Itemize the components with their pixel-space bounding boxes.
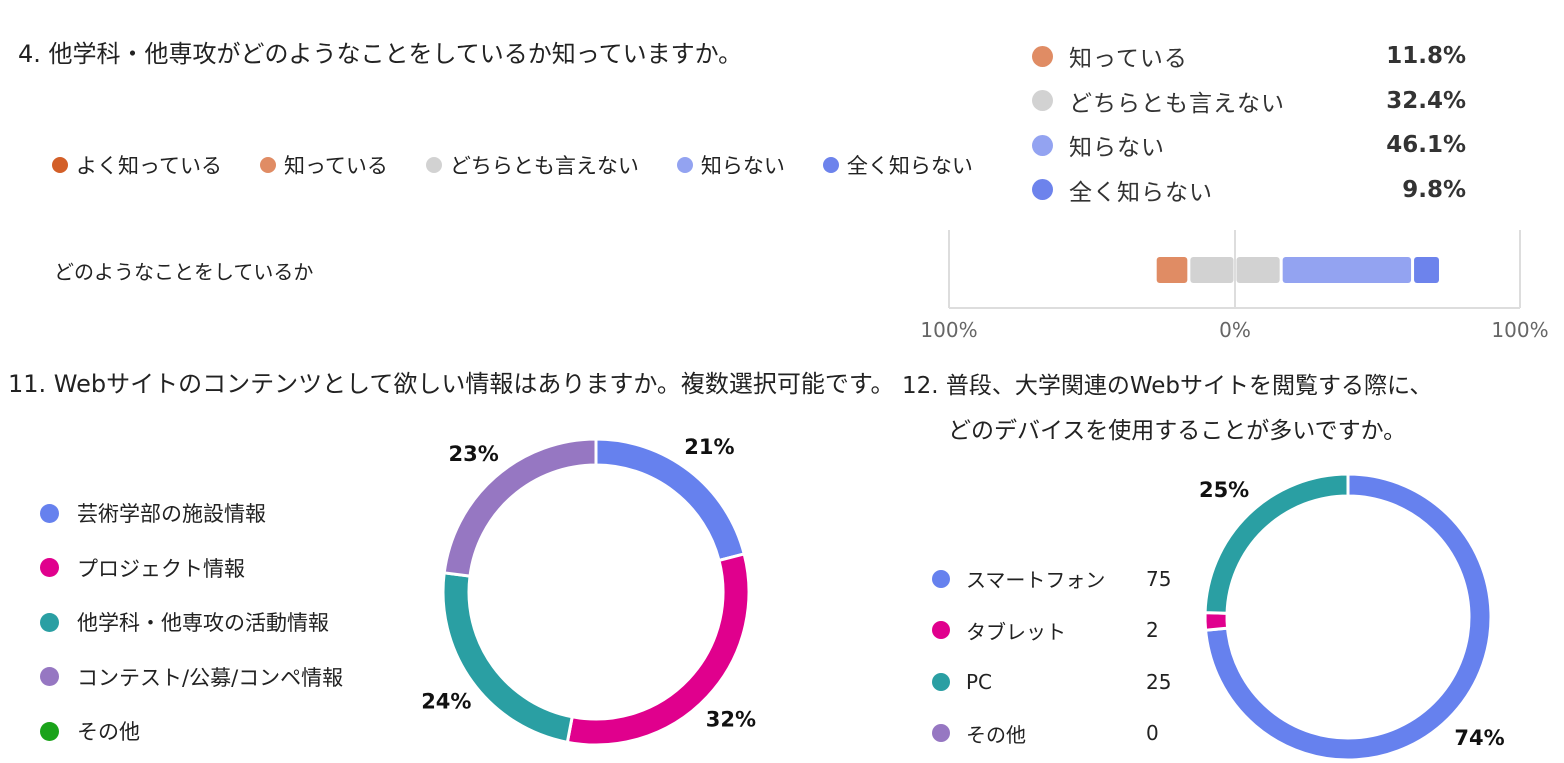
legend-dot-icon bbox=[40, 558, 59, 578]
legend-item[interactable]: その他 bbox=[40, 704, 343, 759]
pie-slice[interactable] bbox=[441, 571, 574, 745]
tooltip-dot-icon bbox=[1032, 90, 1053, 112]
bar-segment[interactable] bbox=[1236, 257, 1280, 283]
bar-segment[interactable] bbox=[1282, 257, 1412, 283]
legend-dot-icon bbox=[259, 157, 276, 173]
legend-dot-icon bbox=[932, 569, 950, 588]
legend-label: その他 bbox=[77, 720, 140, 745]
legend-count: 25 bbox=[1146, 669, 1172, 694]
legend-dot-icon bbox=[676, 157, 693, 173]
tooltip-dot-icon bbox=[1032, 45, 1053, 67]
legend-dot-icon bbox=[40, 503, 59, 523]
tooltip-label: 知らない bbox=[1069, 135, 1165, 162]
tooltip-dot-icon bbox=[1032, 134, 1053, 156]
x-tick-label: 100% bbox=[920, 318, 977, 342]
tooltip-row: 知らない 46.1% bbox=[1032, 123, 1466, 168]
legend-item[interactable]: スマートフォン 75 bbox=[932, 553, 1186, 605]
legend-item[interactable]: 他学科・他専攻の活動情報 bbox=[40, 595, 343, 650]
slice-label: 23% bbox=[449, 442, 499, 466]
x-tick-label: 100% bbox=[1491, 318, 1548, 342]
tooltip-row: 全く知らない 9.8% bbox=[1032, 168, 1466, 213]
tooltip-value: 9.8% bbox=[1402, 176, 1466, 203]
legend-label: よく知っている bbox=[76, 154, 222, 178]
legend-item[interactable]: 全く知らない bbox=[822, 150, 973, 180]
bar-segment[interactable] bbox=[1156, 257, 1188, 283]
slice-label: 24% bbox=[421, 690, 471, 714]
pie-slice[interactable] bbox=[1203, 472, 1350, 615]
q12-title-line1: 12. 普段、大学関連のWebサイトを閲覧する際に、 bbox=[902, 373, 1433, 399]
tooltip-label: どちらとも言えない bbox=[1069, 90, 1285, 117]
q4-title: 4. 他学科・他専攻がどのようなことをしているか知っていますか。 bbox=[18, 40, 743, 68]
legend-label: 知らない bbox=[700, 154, 785, 178]
tooltip-row: どちらとも言えない 32.4% bbox=[1032, 79, 1466, 124]
slice-label: 21% bbox=[684, 435, 734, 459]
legend-dot-icon bbox=[425, 157, 442, 173]
q12-donut-chart: 74% 25% bbox=[1199, 472, 1505, 762]
legend-item[interactable]: よく知っている bbox=[52, 150, 222, 180]
legend-label: 全く知らない bbox=[846, 154, 973, 178]
legend-label: どちらとも言えない bbox=[449, 154, 639, 178]
q12-title-line2: どのデバイスを使用することが多いですか。 bbox=[948, 418, 1407, 444]
q4-tooltip: 知っている 11.8% どちらとも言えない 32.4% 知らない 46.1% 全く知ら… bbox=[1032, 34, 1466, 212]
slice-label: 32% bbox=[706, 708, 756, 732]
tooltip-dot-icon bbox=[1032, 179, 1053, 201]
legend-item[interactable]: どちらとも言えない bbox=[425, 150, 639, 180]
legend-item[interactable]: 知っている bbox=[259, 150, 388, 180]
legend-label: PC bbox=[966, 669, 993, 694]
legend-label: コンテスト/公募/コンペ情報 bbox=[77, 665, 344, 690]
legend-dot-icon bbox=[40, 667, 59, 687]
tooltip-value: 32.4% bbox=[1386, 87, 1466, 114]
legend-item[interactable]: 知らない bbox=[676, 150, 785, 180]
tooltip-value: 46.1% bbox=[1386, 132, 1466, 159]
q4-legend: よく知っている 知っている どちらとも言えない 知らない 全く知らない bbox=[52, 150, 1011, 180]
legend-dot-icon bbox=[52, 157, 68, 173]
legend-label: タブレット bbox=[966, 619, 1066, 644]
legend-dot-icon bbox=[932, 672, 950, 691]
bar-segment[interactable] bbox=[1190, 257, 1234, 283]
q4-bar-chart: 100% 0% 100% bbox=[920, 230, 1549, 342]
pie-slice[interactable] bbox=[1203, 611, 1230, 632]
legend-dot-icon bbox=[40, 721, 59, 741]
legend-dot-icon bbox=[932, 724, 950, 743]
legend-label: スマートフォン bbox=[966, 568, 1106, 593]
legend-count: 75 bbox=[1146, 566, 1172, 591]
legend-count: 2 bbox=[1146, 618, 1159, 643]
q11-donut-chart: 21% 32% 24% 23% bbox=[421, 435, 756, 747]
legend-label: プロジェクト情報 bbox=[77, 556, 245, 581]
legend-dot-icon bbox=[40, 612, 59, 632]
x-tick-label: 0% bbox=[1219, 318, 1251, 342]
bar-segment[interactable] bbox=[1414, 257, 1439, 283]
tooltip-row: 知っている 11.8% bbox=[1032, 34, 1466, 79]
legend-label: 芸術学部の施設情報 bbox=[77, 502, 266, 527]
legend-item[interactable]: その他 0 bbox=[932, 708, 1186, 760]
pie-slice[interactable] bbox=[1203, 472, 1493, 762]
legend-label: 他学科・他専攻の活動情報 bbox=[77, 611, 329, 636]
tooltip-value: 11.8% bbox=[1386, 43, 1466, 70]
slice-label: 74% bbox=[1454, 726, 1504, 750]
q11-legend: 芸術学部の施設情報 プロジェクト情報 他学科・他専攻の活動情報 コンテスト/公募… bbox=[40, 486, 343, 759]
tooltip-label: 全く知らない bbox=[1069, 179, 1213, 206]
legend-item[interactable]: 芸術学部の施設情報 bbox=[40, 486, 343, 541]
legend-label: その他 bbox=[966, 722, 1026, 747]
q12-title: 12. 普段、大学関連のWebサイトを閲覧する際に、 どのデバイスを使用すること… bbox=[902, 364, 1432, 454]
legend-label: 知っている bbox=[283, 154, 388, 178]
legend-count: 0 bbox=[1146, 721, 1159, 746]
legend-item[interactable]: PC 25 bbox=[932, 656, 1186, 708]
legend-item[interactable]: コンテスト/公募/コンペ情報 bbox=[40, 650, 343, 705]
pie-slice[interactable] bbox=[442, 437, 598, 578]
q12-legend: スマートフォン 75 タブレット 2 PC 25 その他 0 bbox=[932, 553, 1186, 759]
legend-dot-icon bbox=[822, 157, 839, 173]
tooltip-label: 知っている bbox=[1069, 46, 1188, 73]
q4-row-label: どのようなことをしているか bbox=[54, 260, 314, 284]
legend-dot-icon bbox=[932, 621, 950, 640]
q11-title: 11. Webサイトのコンテンツとして欲しい情報はありますか。複数選択可能です。 bbox=[8, 370, 895, 398]
slice-label: 25% bbox=[1199, 478, 1249, 502]
legend-item[interactable]: プロジェクト情報 bbox=[40, 541, 343, 596]
legend-item[interactable]: タブレット 2 bbox=[932, 605, 1186, 657]
